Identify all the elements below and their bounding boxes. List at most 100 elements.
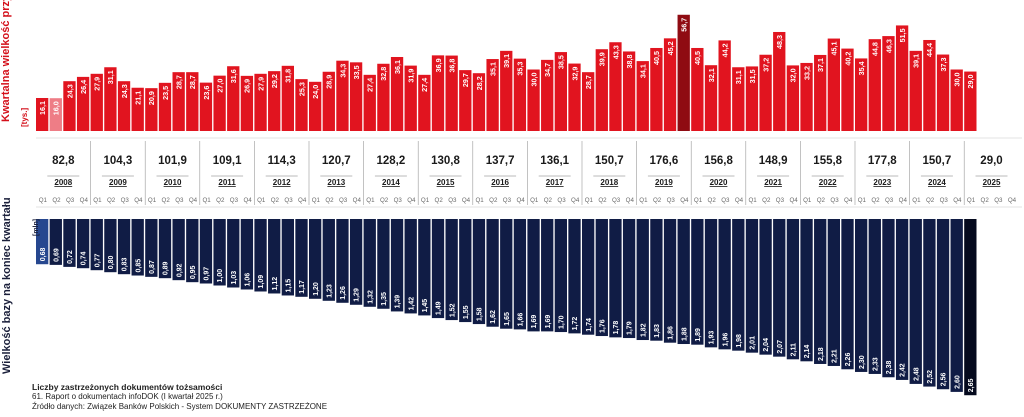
- quarter-tick-label: Q2: [380, 197, 389, 204]
- increment-value-label: 36,8: [447, 59, 456, 73]
- quarter-tick-label: Q2: [435, 197, 444, 204]
- increment-value-label: 37,3: [939, 58, 948, 72]
- increment-bar: [622, 51, 636, 131]
- increment-bar: [186, 72, 199, 131]
- quarter-tick-label: Q4: [298, 197, 307, 204]
- base-size-bar: [582, 219, 595, 335]
- base-size-bar: [336, 219, 349, 303]
- quarter-tick-label: Q3: [940, 197, 949, 204]
- increment-bar: [909, 50, 922, 131]
- quarter-tick-label: Q1: [912, 197, 921, 204]
- quarter-tick-label: Q4: [735, 197, 744, 204]
- increment-value-label: 31,1: [106, 70, 115, 84]
- base-size-value-label: 0,74: [81, 251, 88, 265]
- increment-bar: [541, 59, 554, 131]
- increment-bar: [377, 63, 390, 132]
- base-size-value-label: 1,66: [518, 313, 525, 327]
- year-label: 2009: [109, 178, 127, 187]
- increment-bar: [800, 62, 813, 131]
- base-size-value-label: 2,07: [777, 340, 784, 354]
- quarter-tick-label: Q2: [981, 197, 990, 204]
- base-size-value-label: 1,89: [695, 328, 702, 342]
- base-size-bar: [882, 219, 895, 378]
- increment-bar: [131, 87, 144, 131]
- increment-bar: [281, 65, 294, 131]
- base-size-bar: [349, 219, 363, 305]
- annual-total-label: 148,9: [759, 155, 788, 167]
- quarter-tick-label: Q3: [503, 197, 512, 204]
- base-size-value-label: 2,21: [831, 349, 838, 363]
- increment-bar: [609, 42, 622, 131]
- increment-bar: [117, 81, 131, 131]
- footer-title: Liczby zastrzeżonych dokumentów tożsamoś…: [32, 382, 223, 392]
- quarter-tick-label: Q3: [612, 197, 621, 204]
- base-size-value-label: 1,15: [285, 279, 292, 293]
- increment-bar: [868, 39, 881, 131]
- increment-value-label: 29,0: [966, 75, 975, 89]
- annual-total-label: 137,7: [486, 155, 515, 167]
- increment-value-label: 46,3: [884, 39, 893, 53]
- base-size-bar: [841, 219, 854, 370]
- base-size-bar: [213, 219, 226, 286]
- increment-value-label: 35,3: [516, 62, 525, 76]
- increment-bar: [895, 25, 909, 131]
- increment-value-label: 39,9: [598, 52, 607, 66]
- base-size-value-label: 1,72: [572, 317, 579, 331]
- top-axis-title: Kwartalna wielkość przyrostu: [0, 0, 12, 122]
- base-size-bar: [390, 219, 404, 312]
- base-size-value-label: 1,29: [354, 288, 361, 302]
- quarter-tick-label: Q3: [339, 197, 348, 204]
- base-size-value-label: 2,65: [968, 378, 975, 392]
- increment-bar: [213, 75, 226, 131]
- increment-bar: [814, 54, 827, 131]
- base-size-bar: [677, 219, 690, 345]
- increment-value-label: 16,0: [52, 101, 61, 115]
- base-size-bar: [104, 219, 117, 273]
- base-size-value-label: 1,96: [722, 333, 729, 347]
- quarter-tick-label: Q2: [271, 197, 280, 204]
- base-size-value-label: 2,52: [927, 370, 934, 384]
- base-size-bar: [49, 219, 62, 265]
- increment-bar: [786, 65, 800, 131]
- increment-bar: [309, 81, 322, 131]
- base-size-bar: [636, 219, 649, 341]
- increment-bar: [500, 50, 513, 131]
- base-size-bar: [268, 219, 281, 294]
- increment-bar: [636, 61, 649, 131]
- increment-value-label: 36,1: [393, 60, 402, 74]
- base-size-bar: [964, 219, 977, 396]
- quarter-tick-label: Q4: [462, 197, 471, 204]
- base-size-value-label: 1,23: [326, 284, 333, 298]
- increment-bar: [240, 75, 254, 131]
- increment-bar: [199, 82, 213, 131]
- base-size-bar: [240, 219, 254, 290]
- base-size-bar: [622, 219, 636, 339]
- base-size-bar: [745, 219, 759, 353]
- annual-total-label: 128,2: [377, 155, 406, 167]
- quarter-tick-label: Q1: [967, 197, 976, 204]
- quarter-tick-label: Q4: [243, 197, 252, 204]
- base-size-value-label: 1,35: [381, 292, 388, 306]
- annual-total-label: 130,8: [431, 155, 460, 167]
- quarter-tick-label: Q4: [844, 197, 853, 204]
- quarter-tick-label: Q3: [121, 197, 130, 204]
- increment-value-label: 30,0: [529, 73, 538, 87]
- base-size-value-label: 1,86: [668, 326, 675, 340]
- increment-value-label: 25,3: [297, 82, 306, 96]
- quarter-tick-label: Q3: [175, 197, 184, 204]
- year-label: 2018: [600, 178, 618, 187]
- base-size-bar: [650, 219, 663, 341]
- increment-value-label: 32,8: [379, 67, 388, 81]
- quarter-tick-label: Q4: [953, 197, 962, 204]
- increment-value-label: 31,8: [284, 69, 293, 83]
- base-size-bar: [827, 219, 840, 366]
- quarter-tick-label: Q4: [189, 197, 198, 204]
- increment-bar: [63, 81, 76, 131]
- increment-value-label: 51,5: [898, 28, 907, 42]
- increment-value-label: 23,6: [202, 86, 211, 100]
- quarter-tick-label: Q1: [148, 197, 157, 204]
- increment-bar: [554, 52, 567, 132]
- quarter-tick-label: Q2: [216, 197, 225, 204]
- increment-bar: [36, 97, 49, 131]
- increment-bar: [172, 72, 185, 131]
